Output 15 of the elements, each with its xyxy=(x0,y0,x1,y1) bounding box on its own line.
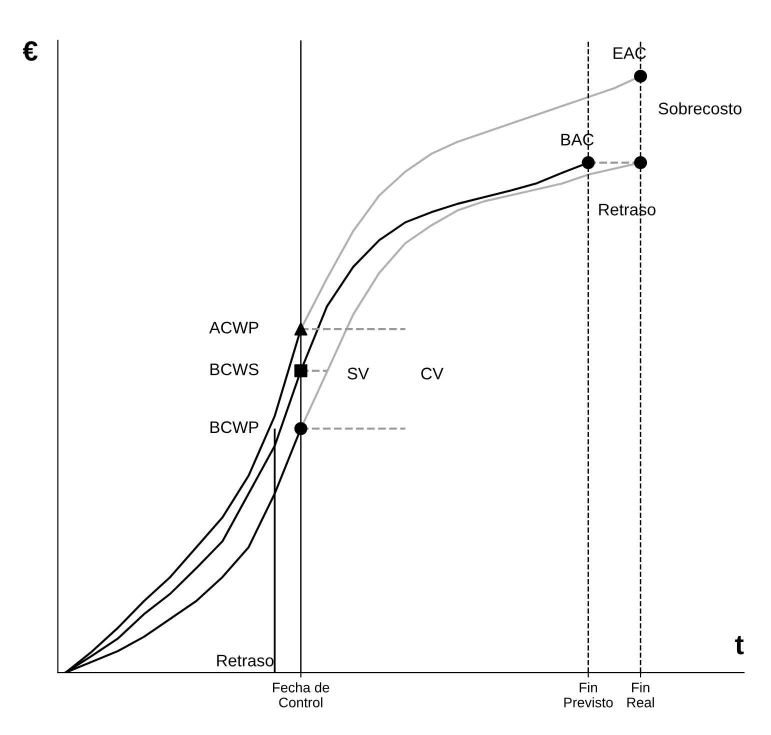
annotation: EAC xyxy=(614,47,646,60)
annotation: BCWS xyxy=(210,363,258,376)
y-axis-title: € xyxy=(22,41,38,61)
text: Sobrecosto xyxy=(658,102,742,114)
annotation: Retraso xyxy=(599,204,656,216)
x-tick-label: Fin Previsto xyxy=(564,682,613,708)
annotation: CV xyxy=(421,368,444,380)
x-axis-title: t xyxy=(735,636,744,654)
x-tick-label: Fin Real xyxy=(627,682,654,708)
annotation: Retraso xyxy=(217,654,274,666)
x-tick-label: Fecha de Control xyxy=(273,682,330,708)
annotation: SV xyxy=(348,368,370,380)
annotation: BCWP xyxy=(210,421,258,434)
annotation: BAC xyxy=(561,134,594,146)
annotation: ACWP xyxy=(209,322,258,334)
